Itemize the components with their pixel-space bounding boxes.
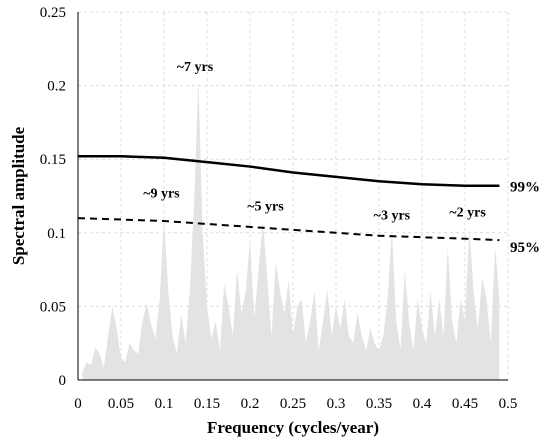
x-tick-label: 0.05	[108, 396, 134, 412]
y-tick-label: 0	[59, 373, 67, 389]
y-tick-label: 0.2	[47, 79, 66, 95]
series-label-95: 95%	[510, 240, 540, 256]
peak-annotation: ~3 yrs	[374, 209, 411, 224]
peak-annotations: ~7 yrs ~9 yrs ~5 yrs ~3 yrs ~2 yrs	[143, 60, 486, 224]
y-tick-label: 0.25	[40, 5, 66, 21]
peak-annotation: ~2 yrs	[449, 206, 486, 221]
x-tick-label: 0.4	[413, 396, 432, 412]
y-tick-label: 0.05	[40, 299, 66, 315]
x-tick-label: 0.3	[327, 396, 346, 412]
y-tick-label: 0.1	[47, 226, 66, 242]
x-tick-label: 0	[74, 396, 82, 412]
x-tick-label: 0.1	[155, 396, 174, 412]
spectrum-area	[82, 78, 500, 381]
series-line-99	[78, 155, 500, 187]
peak-annotation: ~5 yrs	[247, 200, 284, 215]
x-tick-label: 0.2	[241, 396, 260, 412]
x-axis-title: Frequency (cycles/year)	[207, 418, 379, 437]
series-label-99: 99%	[510, 180, 540, 196]
x-tick-label: 0.5	[499, 396, 518, 412]
y-tick-label: 0.15	[40, 152, 66, 168]
y-axis-title: Spectral amplitude	[9, 126, 28, 265]
x-tick-label: 0.35	[366, 396, 392, 412]
x-tick-label: 0.15	[194, 396, 220, 412]
x-tick-labels: 0 0.05 0.1 0.15 0.2 0.25 0.3 0.35 0.4 0.45 0.5	[74, 396, 517, 412]
y-tick-labels: 0 0.05 0.1 0.15 0.2 0.25	[40, 5, 66, 389]
peak-annotation: ~7 yrs	[177, 60, 214, 75]
peak-annotation: ~9 yrs	[143, 186, 180, 201]
x-tick-label: 0.25	[280, 396, 306, 412]
x-tick-label: 0.45	[452, 396, 478, 412]
series-line-95	[77, 217, 500, 242]
